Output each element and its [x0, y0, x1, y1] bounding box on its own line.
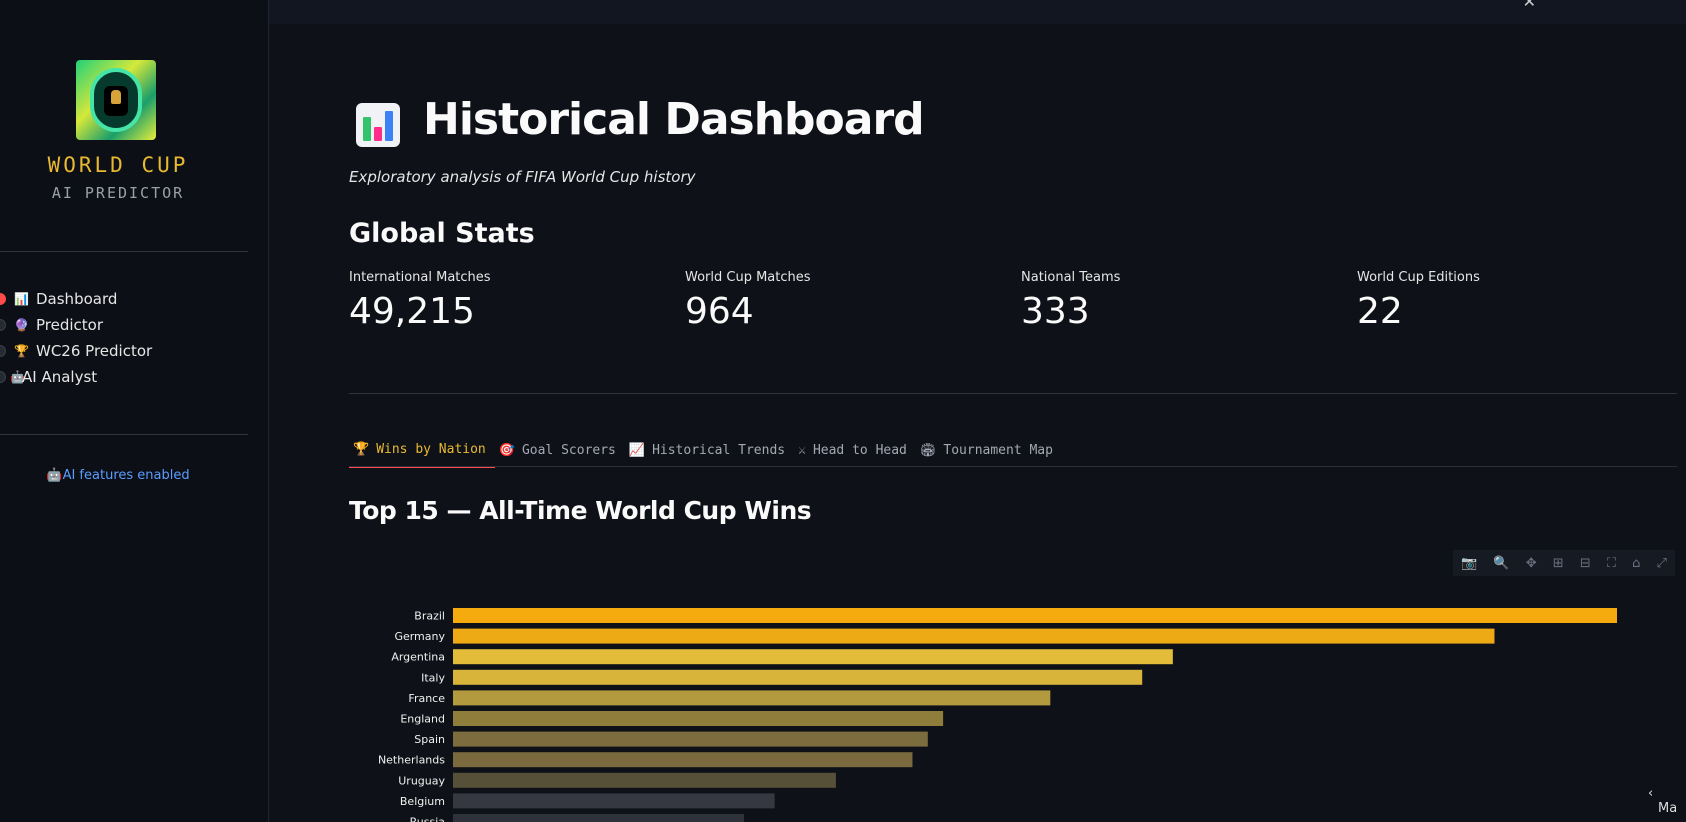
tab-bar-border	[349, 466, 1677, 467]
metric-value: 22	[1357, 291, 1403, 332]
bar-chart-icon	[356, 103, 400, 147]
camera-icon[interactable]: 📷	[1461, 555, 1478, 571]
edge-label: Ma	[1658, 801, 1678, 816]
nav-item-label: AI Analyst	[22, 368, 98, 386]
nav-item-predictor[interactable]: 🔮 Predictor	[0, 312, 152, 338]
tab-label: Wins by Nation	[376, 441, 486, 457]
category-label: Netherlands	[378, 754, 445, 767]
tab-bar: 🏆 Wins by Nation 🎯 Goal Scorers 📈 Histor…	[349, 432, 1062, 468]
page-title: Historical Dashboard	[423, 94, 925, 145]
bar-brazil[interactable]	[453, 608, 1617, 623]
category-label: Argentina	[391, 651, 445, 664]
trophy-icon: 🏆	[353, 441, 370, 457]
tab-label: Goal Scorers	[521, 442, 616, 458]
category-label: Germany	[394, 630, 445, 643]
tab-label: Tournament Map	[943, 442, 1053, 458]
zoom-icon[interactable]: 🔍	[1493, 555, 1510, 571]
sidebar-divider	[0, 434, 248, 435]
metric-value: 333	[1021, 291, 1090, 332]
bar-uruguay[interactable]	[453, 772, 836, 788]
sidebar-divider	[0, 251, 248, 252]
metric-value: 49,215	[349, 291, 475, 332]
global-stats-heading: Global Stats	[349, 218, 535, 249]
robot-icon: 🤖	[10, 370, 25, 384]
stadium-icon: 🏟	[919, 442, 937, 458]
radio-unselected[interactable]	[0, 345, 6, 357]
ai-features-note: 🤖AI features enabled	[46, 468, 190, 483]
chart-modebar: 📷 🔍 ✥ ⊞ ⊟ ⛶ ⌂ ⤢	[1453, 550, 1675, 576]
tab-historical-trends[interactable]: 📈 Historical Trends	[625, 432, 794, 468]
brand-title: WORLD CUP	[47, 153, 189, 177]
category-label: Uruguay	[398, 774, 445, 787]
nav-item-wc26-predictor[interactable]: 🏆 WC26 Predictor	[0, 338, 152, 364]
zoom-out-icon[interactable]: ⊟	[1579, 555, 1591, 571]
chevron-left-icon: ‹	[1648, 786, 1654, 801]
home-icon[interactable]: ⌂	[1632, 555, 1641, 571]
brand-subtitle: AI PREDICTOR	[51, 184, 185, 202]
tab-goal-scorers[interactable]: 🎯 Goal Scorers	[495, 432, 625, 468]
pan-icon[interactable]: ✥	[1525, 555, 1537, 571]
trophy-icon	[111, 90, 121, 104]
metric-international-matches: International Matches 49,215	[349, 270, 491, 332]
metric-label: International Matches	[349, 270, 491, 285]
close-icon[interactable]: ✕	[1522, 0, 1536, 11]
crossed-swords-icon: ⚔	[798, 442, 806, 458]
category-label: France	[408, 692, 445, 705]
bar-england[interactable]	[453, 711, 944, 726]
tab-wins-by-nation[interactable]: 🏆 Wins by Nation	[349, 432, 495, 468]
bar-chart-icon: 📊	[14, 292, 29, 306]
metric-label: World Cup Matches	[685, 270, 811, 285]
target-icon: 🎯	[498, 442, 515, 458]
bar-germany[interactable]	[453, 628, 1495, 644]
page-subtitle: Exploratory analysis of FIFA World Cup h…	[349, 168, 696, 186]
crystal-ball-icon: 🔮	[14, 318, 29, 332]
metric-national-teams: National Teams 333	[1021, 270, 1120, 332]
collapsed-panel-toggle[interactable]: ‹ Ma	[1648, 786, 1686, 816]
autoscale-icon[interactable]: ⛶	[1606, 555, 1616, 571]
tab-tournament-map[interactable]: 🏟 Tournament Map	[916, 432, 1062, 468]
app-header-bar: ✕	[269, 0, 1686, 24]
tab-label: Historical Trends	[652, 442, 786, 458]
trophy-icon: 🏆	[14, 344, 29, 358]
bar-italy[interactable]	[453, 669, 1143, 685]
page-nav: 📊 Dashboard 🔮 Predictor 🏆 WC26 Predictor…	[0, 286, 152, 390]
metric-world-cup-editions: World Cup Editions 22	[1357, 270, 1480, 332]
world-cup-logo	[76, 60, 156, 140]
nav-item-ai-analyst[interactable]: 🤖 AI Analyst	[0, 364, 152, 390]
category-label: Spain	[414, 733, 445, 746]
category-label: Belgium	[400, 795, 445, 808]
metric-world-cup-matches: World Cup Matches 964	[685, 270, 811, 332]
metric-label: World Cup Editions	[1357, 270, 1480, 285]
nav-item-label: Predictor	[36, 316, 104, 334]
bar-france[interactable]	[453, 690, 1051, 706]
wins-bar-chart: Brazil Germany Argentina Italy France England…	[378, 608, 1617, 822]
bar-russia[interactable]	[453, 814, 744, 822]
bar-spain[interactable]	[453, 731, 928, 747]
tab-label: Head to Head	[812, 442, 907, 458]
nav-item-label: WC26 Predictor	[36, 342, 153, 360]
nav-item-label: Dashboard	[36, 290, 118, 308]
sidebar: WORLD CUP AI PREDICTOR 📊 Dashboard 🔮 Pre…	[0, 0, 269, 822]
metric-value: 964	[685, 291, 754, 332]
metric-label: National Teams	[1021, 270, 1121, 285]
bar-netherlands[interactable]	[453, 752, 913, 768]
radio-unselected[interactable]	[0, 371, 6, 383]
nav-item-dashboard[interactable]: 📊 Dashboard	[0, 286, 152, 312]
category-label: Italy	[421, 671, 445, 684]
bar-argentina[interactable]	[453, 649, 1173, 665]
chart-section-heading: Top 15 — All-Time World Cup Wins	[349, 496, 812, 525]
category-label: Brazil	[414, 610, 445, 623]
radio-unselected[interactable]	[0, 319, 6, 331]
radio-selected[interactable]	[0, 293, 6, 305]
fullscreen-icon[interactable]: ⤢	[1656, 555, 1667, 571]
category-label: England	[400, 713, 445, 726]
zoom-in-icon[interactable]: ⊞	[1552, 555, 1564, 571]
category-label: Russia	[410, 816, 445, 822]
bar-belgium[interactable]	[453, 793, 775, 809]
section-divider	[349, 393, 1677, 394]
trend-chart-icon: 📈	[628, 442, 646, 458]
tab-head-to-head[interactable]: ⚔ Head to Head	[794, 432, 916, 468]
